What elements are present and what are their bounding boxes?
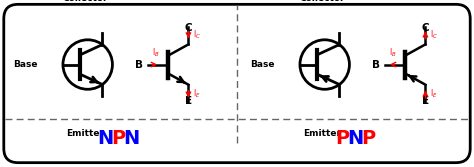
Text: Collector: Collector — [300, 0, 345, 3]
Text: E: E — [185, 96, 192, 106]
Text: Base: Base — [250, 60, 275, 69]
Text: P: P — [111, 129, 126, 147]
Text: Collector: Collector — [63, 0, 108, 3]
Text: I$_B$: I$_B$ — [389, 47, 397, 59]
Text: I$_E$: I$_E$ — [430, 88, 438, 100]
Text: C: C — [421, 23, 429, 33]
Text: N: N — [124, 129, 140, 147]
Text: I$_C$: I$_C$ — [430, 29, 438, 41]
Text: P: P — [362, 129, 376, 147]
Text: N: N — [97, 129, 113, 147]
Text: I$_C$: I$_C$ — [192, 29, 201, 41]
Text: Emitter: Emitter — [66, 129, 104, 138]
Text: I$_E$: I$_E$ — [192, 88, 201, 100]
Text: P: P — [335, 129, 349, 147]
Text: B: B — [373, 60, 380, 69]
Text: I$_B$: I$_B$ — [152, 47, 160, 59]
Text: B: B — [136, 60, 143, 69]
Text: N: N — [347, 129, 364, 147]
Text: C: C — [184, 23, 192, 33]
Text: E: E — [422, 96, 429, 106]
FancyBboxPatch shape — [4, 4, 470, 163]
Text: Emitter: Emitter — [303, 129, 341, 138]
Text: Base: Base — [13, 60, 38, 69]
